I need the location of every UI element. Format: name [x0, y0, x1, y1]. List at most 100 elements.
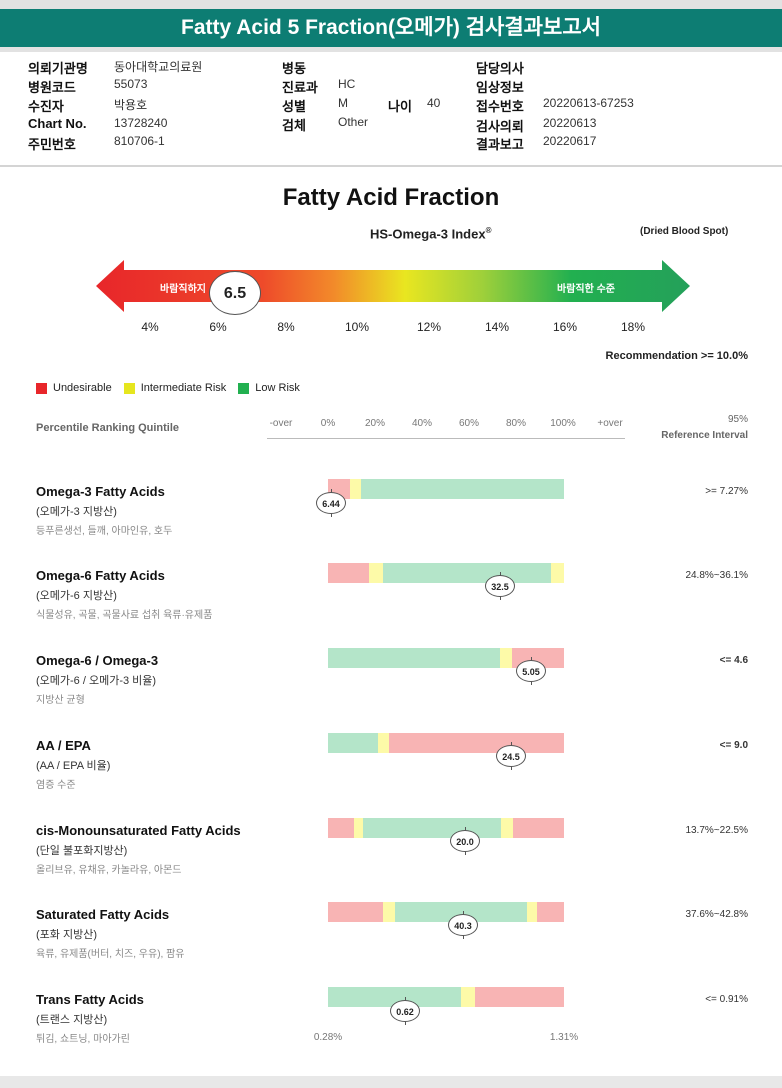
receipt-no-label: 접수번호 — [476, 99, 524, 114]
footer-bar — [0, 1076, 782, 1088]
row-value-badge: 40.3 — [448, 911, 478, 939]
row-description: 염증 수준 — [36, 780, 76, 791]
row-korean-name: (오메가-6 지방산) — [36, 590, 117, 602]
row-description: 튀김, 쇼트닝, 마아가린 — [36, 1034, 130, 1045]
omega-index-value-badge: 6.5 — [209, 271, 261, 315]
legend-undesirable: Undesirable — [36, 382, 112, 394]
row-value-badge: 6.44 — [316, 489, 346, 517]
reference-header: Reference Interval — [661, 430, 748, 441]
omega-index-title: HS-Omega-3 Index® — [370, 226, 492, 242]
row-value-badge: 0.62 — [390, 997, 420, 1025]
specimen-label: 검체 — [282, 118, 306, 133]
row-reference: 13.7%~22.5% — [685, 825, 748, 836]
row-korean-name: (AA / EPA 비율) — [36, 760, 111, 772]
specimen-value: Other — [338, 115, 369, 129]
percentile-label: 20% — [364, 418, 386, 429]
info-divider — [0, 165, 782, 167]
percentile-label: -over — [269, 418, 293, 429]
scale-tick: 14% — [484, 320, 510, 334]
scale-tick: 18% — [620, 320, 646, 334]
result-row-sfa: Saturated Fatty Acids (포화 지방산) 육류, 유제품(버… — [0, 902, 782, 987]
percentile-title: Percentile Ranking Quintile — [36, 422, 180, 434]
resident-no-label: 주민번호 — [28, 137, 76, 152]
result-row-omega3: Omega-3 Fatty Acids (오메가-3 지방산) 등푸른생선, 들… — [0, 479, 782, 564]
row-name: cis-Monounsaturated Fatty Acids — [36, 823, 241, 838]
row-name: Saturated Fatty Acids — [36, 907, 170, 922]
percentile-bar — [328, 479, 564, 499]
age-label: 나이 — [388, 99, 412, 114]
resident-no-value: 810706-1 — [114, 134, 165, 148]
percentile-label: 60% — [458, 418, 480, 429]
percentile-label: +over — [597, 418, 623, 429]
row-value-badge: 24.5 — [496, 742, 526, 770]
row-value-badge: 32.5 — [485, 572, 515, 600]
undesirable-level-text: 바람직하지 — [160, 284, 206, 295]
row-korean-name: (포화 지방산) — [36, 929, 97, 941]
row-reference: <= 4.6 — [719, 655, 748, 666]
row-description: 올리브유, 유채유, 카놀라유, 아몬드 — [36, 865, 182, 876]
clinical-info-label: 임상정보 — [476, 80, 524, 95]
chart-no-value: 13728240 — [114, 116, 168, 130]
report-date-label: 결과보고 — [476, 137, 524, 152]
row-reference: <= 0.91% — [705, 994, 748, 1005]
request-date-value: 20220613 — [543, 116, 597, 130]
row-reference: >= 7.27% — [705, 486, 748, 497]
institution-label: 의뢰기관명 — [28, 61, 88, 76]
hospital-code-value: 55073 — [114, 77, 148, 91]
request-date-label: 검사의뢰 — [476, 119, 524, 134]
row-name: Omega-6 Fatty Acids — [36, 568, 165, 583]
age-value: 40 — [427, 96, 441, 110]
row-reference: 37.6%~42.8% — [685, 909, 748, 920]
specimen-note: (Dried Blood Spot) — [640, 226, 729, 237]
result-row-omega6-omega3-ratio: Omega-6 / Omega-3 (오메가-6 / 오메가-3 비율) 지방산… — [0, 648, 782, 733]
dept-value: HC — [338, 77, 356, 91]
percentile-bar — [328, 987, 564, 1007]
desirable-level-text: 바람직한 수준 — [557, 284, 615, 295]
scale-tick: 4% — [141, 320, 159, 334]
row-name: Trans Fatty Acids — [36, 992, 144, 1007]
legend-intermediate: Intermediate Risk — [123, 382, 226, 394]
row-description: 식물성유, 곡물, 곡물사료 섭취 육류·유제품 — [36, 610, 213, 621]
receipt-no-value: 20220613-67253 — [543, 96, 634, 110]
report-title: Fatty Acid 5 Fraction(오메가) 검사결과보고서 — [0, 9, 782, 47]
report-date-value: 20220617 — [543, 134, 597, 148]
legend: Undesirable Intermediate Risk Low Risk — [36, 382, 312, 394]
scale-tick: 12% — [416, 320, 442, 334]
percentile-bar — [328, 733, 564, 753]
legend-low-risk: Low Risk — [238, 382, 300, 394]
patient-label: 수진자 — [28, 99, 64, 114]
percentile-bar — [328, 563, 564, 583]
result-row-trans: Trans Fatty Acids (트랜스 지방산) 튀김, 쇼트닝, 마아가… — [0, 987, 782, 1072]
scale-tick: 16% — [552, 320, 578, 334]
row-korean-name: (오메가-3 지방산) — [36, 506, 117, 518]
scale-tick: 6% — [209, 320, 227, 334]
percentile-label: 80% — [505, 418, 527, 429]
dept-label: 진료과 — [282, 80, 318, 95]
row-description: 등푸른생선, 들깨, 아마인유, 호두 — [36, 526, 173, 537]
percentile-bar — [328, 818, 564, 838]
hospital-code-label: 병원코드 — [28, 80, 76, 95]
result-row-omega6: Omega-6 Fatty Acids (오메가-6 지방산) 식물성유, 곡물… — [0, 563, 782, 648]
row-name: Omega-6 / Omega-3 — [36, 653, 159, 668]
doctor-label: 담당의사 — [476, 61, 524, 76]
row-korean-name: (단일 불포화지방산) — [36, 845, 128, 857]
row-name: AA / EPA — [36, 738, 91, 753]
trans-scale-max: 1.31% — [549, 1032, 579, 1043]
row-reference: 24.8%~36.1% — [685, 570, 748, 581]
scale-tick: 8% — [277, 320, 295, 334]
row-korean-name: (트랜스 지방산) — [36, 1014, 108, 1026]
patient-info: 의뢰기관명 동아대학교의료원 병원코드 55073 수진자 박용호 Chart … — [0, 52, 782, 164]
percentile-bar — [328, 902, 564, 922]
scale-tick: 10% — [344, 320, 370, 334]
trans-scale-min: 0.28% — [313, 1032, 343, 1043]
recommendation: Recommendation >= 10.0% — [605, 350, 748, 362]
institution-value: 동아대학교의료원 — [114, 60, 203, 74]
patient-value: 박용호 — [114, 98, 148, 112]
percentile-label: 0% — [320, 418, 336, 429]
result-row-mufa: cis-Monounsaturated Fatty Acids (단일 불포화지… — [0, 818, 782, 903]
row-value-badge: 20.0 — [450, 827, 480, 855]
reference-header-95: 95% — [727, 414, 748, 425]
percentile-label: 100% — [550, 418, 576, 429]
section-title: Fatty Acid Fraction — [282, 184, 500, 211]
row-description: 지방산 균형 — [36, 695, 85, 706]
